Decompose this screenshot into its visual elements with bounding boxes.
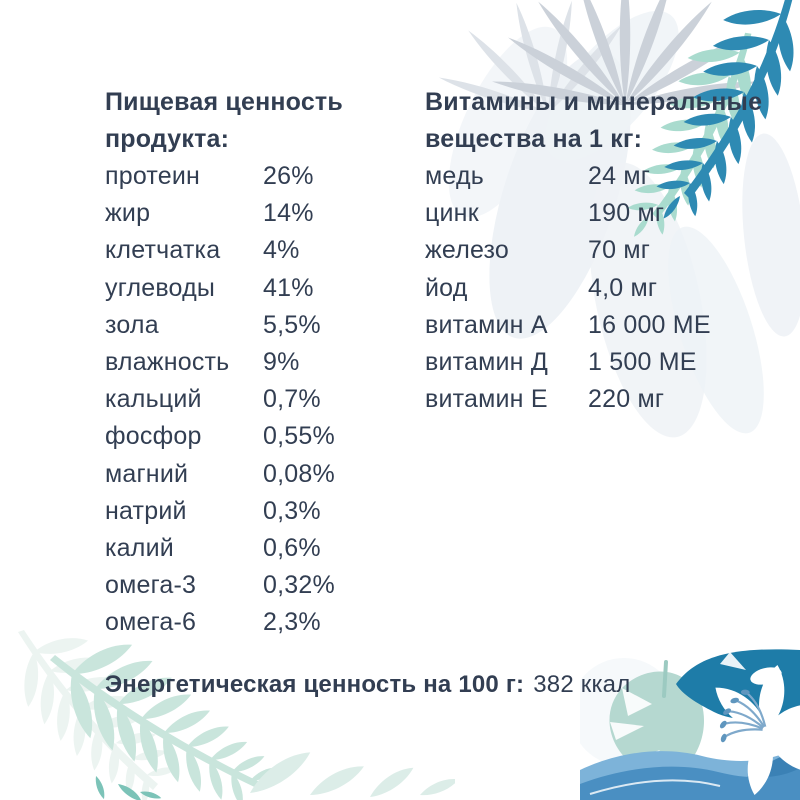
vitamins-table: медь 24 мг цинк 190 мг железо 70 мг йод 4,0 … (425, 158, 762, 418)
nutrient-value: 4% (263, 236, 300, 265)
nutrient-value: 14% (263, 199, 314, 228)
nutrient-label: влажность (105, 348, 230, 377)
table-row: медь 24 мг (425, 158, 762, 195)
nutrition-title-line1: Пищевая ценность (105, 88, 343, 116)
vitamins-title: Витамины и минеральные вещества на 1 кг: (425, 84, 762, 158)
table-row: железо 70 мг (425, 232, 762, 269)
nutrient-value: 0,3% (263, 496, 321, 525)
table-row: влажность 9% (105, 344, 343, 381)
nutrition-title-line2: продукта: (105, 125, 230, 153)
nutrient-label: жир (105, 199, 151, 228)
nutrient-value: 5,5% (263, 310, 321, 339)
nutrient-label: фосфор (105, 422, 202, 451)
nutrient-value: 26% (263, 162, 314, 191)
vitamin-value: 190 мг (588, 199, 665, 228)
nutrition-table: протеин 26% жир 14% клетчатка 4% углеводы 41… (105, 158, 343, 641)
table-row: углеводы 41% (105, 270, 343, 307)
vitamin-value: 220 мг (588, 385, 665, 414)
energy-line: Энергетическая ценность на 100 г: 382 кк… (105, 671, 630, 699)
vitamin-label: йод (425, 273, 468, 302)
table-row: омега-6 2,3% (105, 604, 343, 641)
nutrient-value: 0,32% (263, 571, 335, 600)
nutrition-section: Пищевая ценность продукта: протеин 26% жи… (105, 84, 343, 641)
vitamin-label: витамин Е (425, 385, 548, 414)
nutrient-label: натрий (105, 496, 187, 525)
nutrient-label: зола (105, 310, 159, 339)
table-row: калий 0,6% (105, 530, 343, 567)
vitamin-label: железо (425, 236, 510, 265)
nutrient-value: 9% (263, 348, 300, 377)
table-row: цинк 190 мг (425, 195, 762, 232)
energy-label: Энергетическая ценность на 100 г: (105, 671, 525, 698)
table-row: протеин 26% (105, 158, 343, 195)
vitamin-label: цинк (425, 199, 479, 228)
table-row: фосфор 0,55% (105, 418, 343, 455)
table-row: йод 4,0 мг (425, 270, 762, 307)
table-row: омега-3 0,32% (105, 567, 343, 604)
vitamins-section: Витамины и минеральные вещества на 1 кг:… (425, 84, 762, 418)
vitamin-label: медь (425, 162, 484, 191)
nutrition-title: Пищевая ценность продукта: (105, 84, 343, 158)
nutrient-label: кальций (105, 385, 202, 414)
table-row: зола 5,5% (105, 307, 343, 344)
vitamin-label: витамин Д (425, 348, 548, 377)
table-row: натрий 0,3% (105, 493, 343, 530)
nutrient-value: 0,7% (263, 385, 321, 414)
nutrient-value: 0,08% (263, 459, 335, 488)
table-row: кальций 0,7% (105, 381, 343, 418)
nutrient-label: омега-3 (105, 571, 197, 600)
nutrient-label: протеин (105, 162, 201, 191)
nutrient-value: 41% (263, 273, 314, 302)
nutrient-value: 0,6% (263, 533, 321, 562)
nutrient-value: 2,3% (263, 608, 321, 637)
nutrient-label: клетчатка (105, 236, 221, 265)
vitamin-value: 1 500 МЕ (588, 348, 697, 377)
table-row: витамин А 16 000 МЕ (425, 307, 762, 344)
vitamins-title-line1: Витамины и минеральные (425, 88, 763, 116)
nutrient-label: магний (105, 459, 189, 488)
vitamin-label: витамин А (425, 310, 548, 339)
vitamin-value: 24 мг (588, 162, 651, 191)
vitamin-value: 4,0 мг (588, 273, 658, 302)
table-row: магний 0,08% (105, 456, 343, 493)
energy-value: 382 ккал (533, 671, 631, 698)
table-row: клетчатка 4% (105, 232, 343, 269)
table-row: витамин Е 220 мг (425, 381, 762, 418)
vitamin-value: 16 000 МЕ (588, 310, 711, 339)
nutrient-label: калий (105, 533, 174, 562)
table-row: витамин Д 1 500 МЕ (425, 344, 762, 381)
nutrient-label: омега-6 (105, 608, 197, 637)
nutrient-label: углеводы (105, 273, 216, 302)
table-row: жир 14% (105, 195, 343, 232)
vitamins-title-line2: вещества на 1 кг: (425, 125, 643, 153)
vitamin-value: 70 мг (588, 236, 651, 265)
nutrient-value: 0,55% (263, 422, 335, 451)
